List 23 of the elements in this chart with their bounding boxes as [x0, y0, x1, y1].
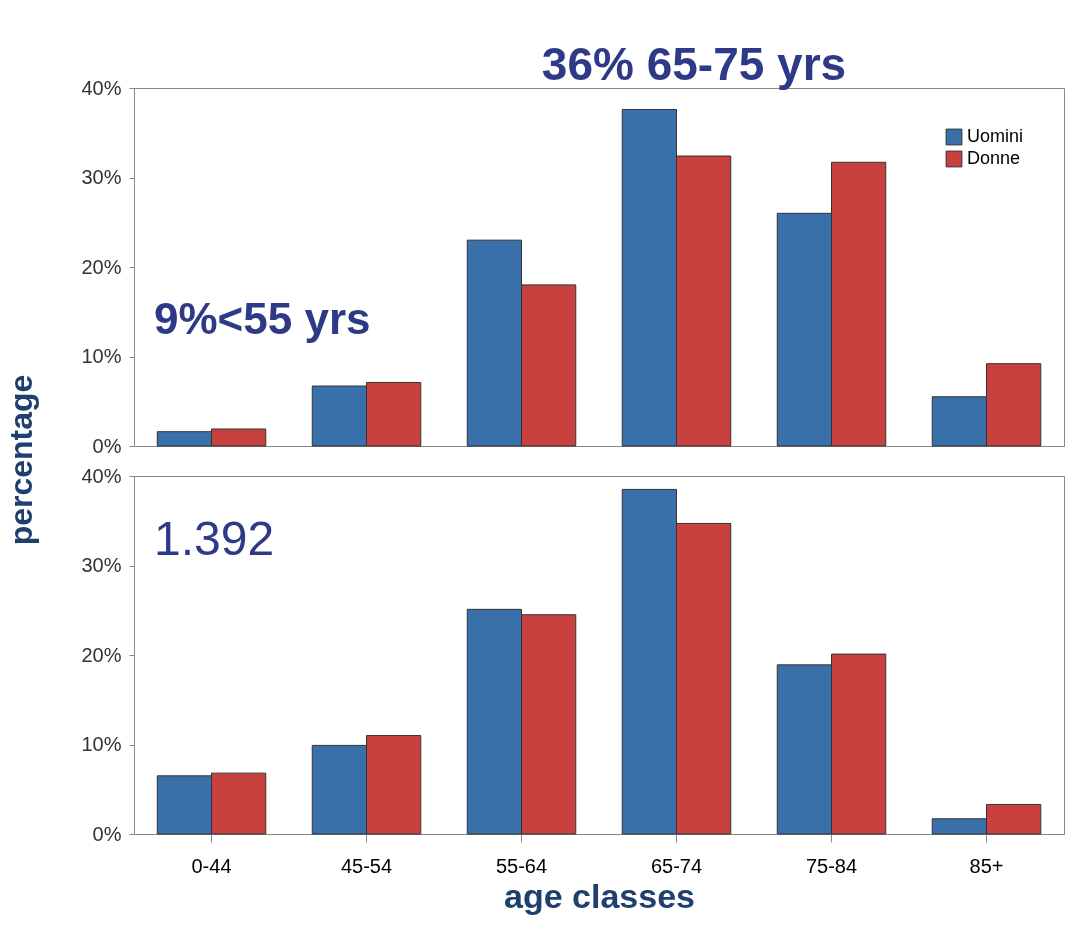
y-tick-label: 20%	[81, 255, 122, 278]
y-tick-label: 0%	[92, 822, 122, 845]
x-tick-label: 45-54	[340, 854, 393, 877]
y-tick-label: 30%	[81, 166, 122, 188]
y-tick-label: 0%	[92, 434, 122, 457]
x-tick-label: 55-64	[495, 854, 548, 877]
legend-label: Donne	[967, 148, 1021, 168]
annotation: 9%<55 yrs	[154, 294, 371, 343]
y-tick-label: 40%	[81, 76, 122, 99]
y-tick-label: 10%	[81, 733, 122, 755]
x-tick-label: 0-44	[191, 854, 232, 877]
y-tick-label: 20%	[81, 643, 122, 666]
y-axis-title: percentage	[3, 374, 39, 546]
y-tick-label: 30%	[81, 554, 122, 576]
annotation: 36% 65-75 yrs	[541, 38, 847, 90]
legend-label: Uomini	[967, 126, 1024, 146]
y-tick-label: 40%	[81, 464, 122, 487]
y-tick-label: 10%	[81, 345, 122, 367]
x-tick-label: 65-74	[650, 854, 703, 877]
x-tick-label: 85+	[969, 854, 1004, 877]
x-axis-title: age classes	[504, 876, 695, 915]
x-tick-label: 75-84	[805, 854, 858, 877]
annotation: 1.392	[154, 512, 275, 565]
